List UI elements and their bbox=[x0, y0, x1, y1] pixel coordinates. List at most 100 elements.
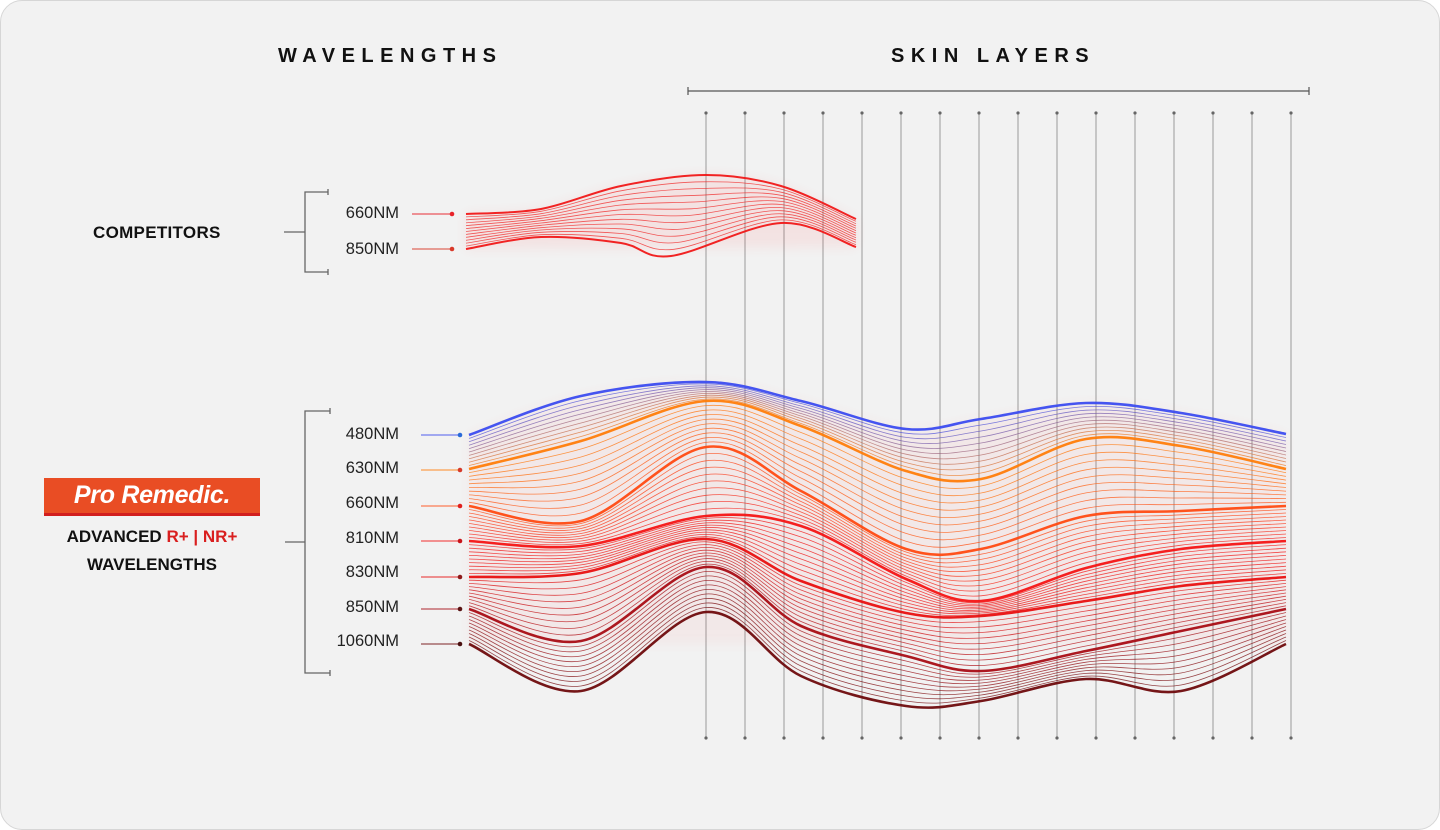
pro-wave-line bbox=[468, 480, 1287, 577]
pro-connector-dot bbox=[457, 503, 463, 509]
competitor-wave-line bbox=[465, 192, 857, 227]
pro-wave-line bbox=[468, 396, 1287, 471]
pro-wave-line bbox=[468, 391, 1287, 454]
skin-layer-top-dot bbox=[938, 111, 942, 115]
pro-remedic-bracket bbox=[285, 408, 331, 676]
skin-layer-top-dot bbox=[1094, 111, 1098, 115]
skin-layer-top-dot bbox=[860, 111, 864, 115]
skin-layer-bottom-dot bbox=[743, 736, 747, 740]
competitors-bracket bbox=[284, 189, 329, 275]
competitor-wave-line bbox=[465, 181, 857, 222]
pro-wavelength-480: 480NM bbox=[345, 425, 399, 443]
pro-wave-main-line bbox=[468, 399, 1287, 483]
nr-plus-text: NR+ bbox=[202, 527, 238, 546]
pro-wave-line bbox=[468, 546, 1287, 634]
skin-layer-bottom-dot bbox=[899, 736, 903, 740]
pro-connector-dot bbox=[457, 467, 463, 473]
pro-wave-line bbox=[468, 593, 1287, 692]
pro-wavelength-810: 810NM bbox=[345, 529, 399, 547]
skin-layer-top-dot bbox=[704, 111, 708, 115]
pro-wave-line bbox=[468, 522, 1287, 607]
pro-wave-line bbox=[468, 466, 1287, 568]
pro-remedic-waves bbox=[468, 380, 1287, 709]
pro-wave-line bbox=[468, 389, 1287, 449]
skin-layer-top-dot bbox=[1172, 111, 1176, 115]
skin-layer-top-dot bbox=[1250, 111, 1254, 115]
competitors-label: COMPETITORS bbox=[93, 223, 221, 242]
pro-wave-line bbox=[468, 529, 1287, 611]
competitor-wave-line bbox=[465, 210, 857, 239]
pro-wave-line bbox=[468, 519, 1287, 605]
pro-wave-line bbox=[468, 459, 1287, 564]
skin-layer-top-dot bbox=[782, 111, 786, 115]
competitor-wave-line bbox=[465, 187, 857, 225]
skin-layer-top-dot bbox=[1211, 111, 1215, 115]
skin-layers-ruler bbox=[687, 87, 1310, 95]
pro-wave-line bbox=[468, 387, 1287, 446]
pro-wave-line bbox=[468, 580, 1287, 681]
pro-wave-line bbox=[468, 517, 1287, 604]
skin-layer-top-dot bbox=[821, 111, 825, 115]
skin-layer-top-dot bbox=[1133, 111, 1137, 115]
pro-wave-line bbox=[468, 571, 1287, 675]
skin-layer-bottom-dot bbox=[860, 736, 864, 740]
pro-wave-line bbox=[468, 558, 1287, 656]
competitor-wave-line bbox=[465, 207, 857, 236]
pro-wave-line bbox=[468, 423, 1287, 519]
pro-remedic-logo: Pro Remedic. bbox=[44, 478, 260, 516]
pro-wave-line bbox=[468, 409, 1287, 497]
pro-wave-line bbox=[468, 541, 1287, 623]
competitor-wavelength-850: 850NM bbox=[345, 240, 399, 258]
skin-layer-bottom-dot bbox=[1211, 736, 1215, 740]
pro-wave-line bbox=[468, 549, 1287, 639]
pro-wave-line bbox=[468, 494, 1287, 587]
pro-wave-line bbox=[468, 404, 1287, 489]
competitor-wave-line bbox=[465, 213, 857, 241]
competitor-wave-line bbox=[465, 173, 857, 220]
pro-wave-line bbox=[468, 500, 1287, 592]
competitor-wave-line bbox=[465, 219, 857, 251]
pro-wave-line bbox=[468, 436, 1287, 541]
advanced-text: ADVANCED bbox=[66, 527, 162, 546]
pro-wave-main-line bbox=[468, 380, 1287, 437]
pro-wave-line bbox=[468, 607, 1287, 704]
skin-layer-top-dot bbox=[977, 111, 981, 115]
r-plus-text: R+ bbox=[166, 527, 189, 546]
pro-wave-main-line bbox=[468, 445, 1287, 557]
wavelength-connectors bbox=[412, 211, 463, 647]
competitor-connector-dot bbox=[449, 246, 455, 252]
pro-wave-line bbox=[468, 575, 1287, 678]
skin-layer-bottom-dot bbox=[1016, 736, 1020, 740]
wavelengths-heading: WAVELENGTHS bbox=[278, 45, 503, 67]
competitor-wave-line bbox=[465, 216, 857, 244]
skin-layer-bottom-dot bbox=[821, 736, 825, 740]
skin-layer-bottom-dot bbox=[782, 736, 786, 740]
skin-layer-bottom-dot bbox=[1094, 736, 1098, 740]
competitor-wave-line bbox=[465, 203, 857, 234]
skin-layer-top-dot bbox=[1055, 111, 1059, 115]
skin-layer-bottom-dot bbox=[1055, 736, 1059, 740]
skin-layer-top-dot bbox=[743, 111, 747, 115]
pro-wave-line bbox=[468, 487, 1287, 582]
pro-wave-line bbox=[468, 533, 1287, 615]
pro-wave-line bbox=[468, 560, 1287, 661]
pro-wave-line bbox=[468, 432, 1287, 533]
wavelengths-subtitle: WAVELENGTHS bbox=[86, 555, 218, 574]
pro-wave-line bbox=[468, 418, 1287, 511]
pro-wave-line bbox=[468, 452, 1287, 560]
pro-wave-line bbox=[468, 602, 1287, 700]
advanced-line: ADVANCED R+ | NR+ bbox=[21, 527, 283, 547]
pro-wave-line bbox=[468, 598, 1287, 696]
pro-wave-line bbox=[468, 441, 1287, 548]
pro-wave-line bbox=[468, 589, 1287, 688]
pro-wave-line bbox=[468, 584, 1287, 685]
pro-wave-line bbox=[468, 555, 1287, 650]
pro-wave-line bbox=[468, 531, 1287, 613]
skin-layer-top-dot bbox=[1289, 111, 1293, 115]
pro-wave-line bbox=[468, 524, 1287, 608]
skin-layer-top-dot bbox=[899, 111, 903, 115]
pro-wave-line bbox=[468, 427, 1287, 526]
pro-wave-line bbox=[468, 394, 1287, 465]
